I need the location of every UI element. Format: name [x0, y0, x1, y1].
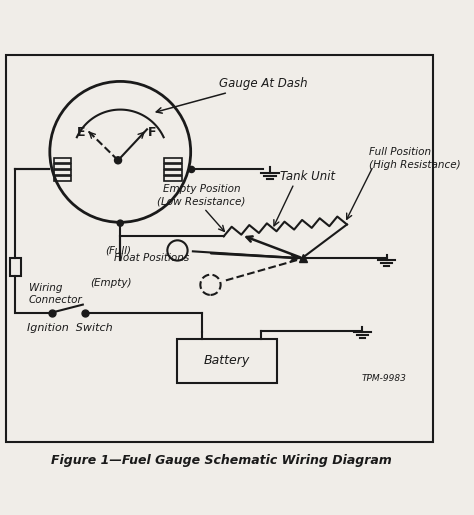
Bar	[177, 339, 276, 383]
Circle shape	[117, 220, 123, 226]
Text: Ignition  Switch: Ignition Switch	[27, 323, 112, 333]
Text: Figure 1—Fuel Gauge Schematic Wiring Diagram: Figure 1—Fuel Gauge Schematic Wiring Dia…	[51, 454, 392, 468]
Bar	[10, 259, 21, 276]
Text: F: F	[148, 126, 156, 139]
Text: Wiring
Connector: Wiring Connector	[29, 283, 82, 305]
Text: Full Position
(High Resistance): Full Position (High Resistance)	[369, 147, 461, 169]
Text: Float Positions: Float Positions	[114, 253, 189, 263]
Text: (Full): (Full)	[105, 246, 131, 255]
Bar	[164, 176, 182, 181]
Text: Empty Position
(Low Resistance): Empty Position (Low Resistance)	[157, 184, 246, 207]
Bar	[164, 164, 182, 169]
Bar	[54, 158, 71, 163]
Text: Gauge At Dash: Gauge At Dash	[219, 77, 308, 90]
Bar	[54, 164, 71, 169]
Bar	[54, 170, 71, 175]
Text: Battery: Battery	[204, 354, 250, 367]
Circle shape	[115, 157, 121, 164]
Bar	[54, 176, 71, 181]
Text: (Empty): (Empty)	[90, 278, 131, 287]
Circle shape	[189, 166, 195, 173]
Text: Tank Unit: Tank Unit	[280, 169, 335, 182]
Bar	[164, 158, 182, 163]
Text: E: E	[77, 126, 86, 139]
FancyBboxPatch shape	[6, 55, 433, 442]
Bar	[164, 170, 182, 175]
Text: TPM-9983: TPM-9983	[362, 374, 407, 383]
